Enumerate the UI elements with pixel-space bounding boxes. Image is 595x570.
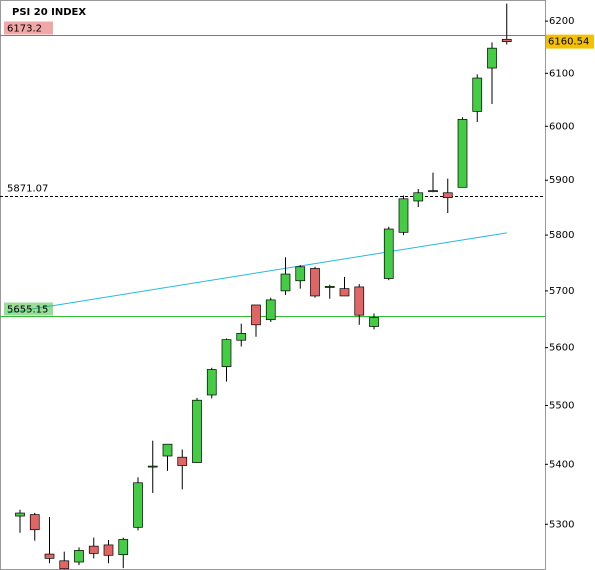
candle-body bbox=[15, 512, 25, 517]
candle-body bbox=[162, 443, 173, 457]
candle-body bbox=[88, 545, 99, 554]
candle-body bbox=[133, 482, 143, 528]
y-tick-label: 6200 bbox=[549, 16, 574, 27]
candle-body bbox=[383, 228, 394, 279]
candle-body bbox=[59, 560, 70, 570]
y-tick-label: 6100 bbox=[549, 68, 574, 79]
plot-frame bbox=[0, 0, 546, 570]
candle-body bbox=[472, 77, 483, 112]
chart-title: PSI 20 INDEX bbox=[12, 7, 86, 18]
last-price-label: 6160.54 bbox=[548, 37, 589, 48]
candle-body bbox=[236, 333, 247, 341]
last-price-box bbox=[546, 34, 594, 49]
candle-body bbox=[310, 268, 320, 297]
y-tick-label: 6000 bbox=[549, 121, 574, 132]
y-tick-label: 5600 bbox=[549, 343, 574, 354]
level-label-box bbox=[4, 302, 53, 316]
candle-body bbox=[103, 544, 114, 556]
candle-body bbox=[413, 192, 424, 202]
candle-body bbox=[118, 539, 129, 556]
candle-body bbox=[251, 304, 261, 326]
level-label: 5871.07 bbox=[7, 184, 48, 195]
candle-body bbox=[29, 514, 40, 531]
y-tick-label: 5400 bbox=[549, 459, 574, 470]
candle-body bbox=[487, 47, 497, 69]
candle-body bbox=[74, 550, 84, 563]
candle-body bbox=[44, 553, 55, 559]
y-tick-label: 5800 bbox=[549, 230, 574, 241]
candle-body bbox=[324, 286, 335, 288]
candle-body bbox=[265, 299, 276, 321]
candle-body bbox=[339, 288, 350, 297]
candle-body bbox=[221, 339, 232, 367]
y-tick-label: 5700 bbox=[549, 286, 574, 297]
candle-body bbox=[442, 192, 453, 199]
candle-body bbox=[398, 198, 409, 233]
candle-body bbox=[354, 286, 365, 316]
y-tick-label: 5500 bbox=[549, 400, 574, 411]
y-tick-label: 5900 bbox=[549, 175, 574, 186]
candle-body bbox=[177, 456, 188, 466]
candle-body bbox=[192, 399, 202, 463]
candle-body bbox=[280, 273, 291, 292]
candle-body bbox=[428, 190, 438, 193]
level-label-box bbox=[4, 21, 53, 35]
candle-body bbox=[206, 369, 217, 396]
candle-body bbox=[147, 465, 158, 468]
level-label: 6173.2 bbox=[7, 24, 42, 35]
candle-body bbox=[295, 266, 306, 282]
candle-body bbox=[501, 38, 512, 42]
candle-body bbox=[457, 119, 468, 188]
y-tick-label: 5300 bbox=[549, 519, 574, 530]
trendline bbox=[7, 232, 507, 314]
level-label: 5655.15 bbox=[7, 305, 48, 316]
candle-body bbox=[369, 317, 379, 327]
